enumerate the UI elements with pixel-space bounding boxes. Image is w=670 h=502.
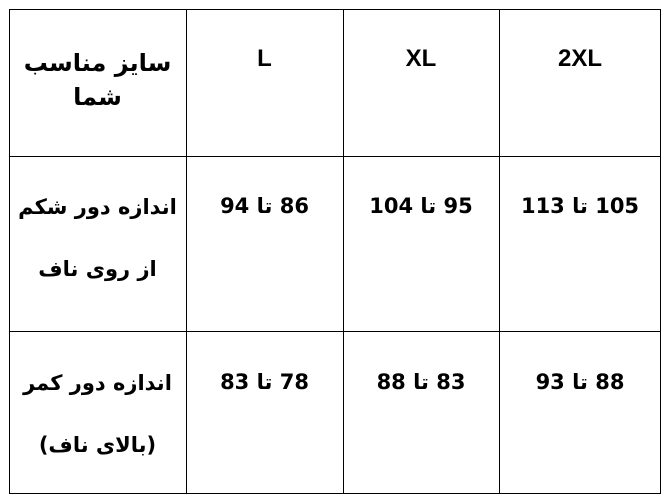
row-label-line: اندازه دور شکم bbox=[18, 195, 177, 219]
column-divider bbox=[186, 9, 187, 494]
value-cell: 86 تا 94 bbox=[220, 194, 309, 218]
value-cell: 78 تا 83 bbox=[220, 370, 309, 394]
row-divider bbox=[9, 156, 661, 157]
header-size-2xl: 2XL bbox=[557, 45, 602, 72]
column-divider bbox=[499, 9, 500, 494]
row-label-line: (بالای ناف) bbox=[38, 433, 157, 457]
size-table bbox=[9, 9, 661, 494]
row-label-belly: اندازه دور شکم از روی ناف bbox=[9, 176, 186, 300]
header-label-line: سایز مناسب bbox=[23, 49, 172, 77]
value-cell: 105 تا 113 bbox=[520, 194, 640, 218]
header-size-xl: XL bbox=[405, 45, 437, 72]
header-label-line: شما bbox=[73, 83, 122, 111]
row-label-waist: اندازه دور کمر (بالای ناف) bbox=[9, 352, 186, 476]
header-label-cell: سایز مناسب شما bbox=[9, 46, 186, 114]
header-size-l: L bbox=[257, 45, 272, 72]
column-divider bbox=[343, 9, 344, 494]
value-cell: 83 تا 88 bbox=[376, 370, 466, 394]
row-label-line: از روی ناف bbox=[38, 257, 157, 281]
value-cell: 95 تا 104 bbox=[369, 194, 473, 218]
row-divider bbox=[9, 331, 661, 332]
value-cell: 88 تا 93 bbox=[535, 370, 625, 394]
row-label-line: اندازه دور کمر bbox=[23, 371, 172, 395]
